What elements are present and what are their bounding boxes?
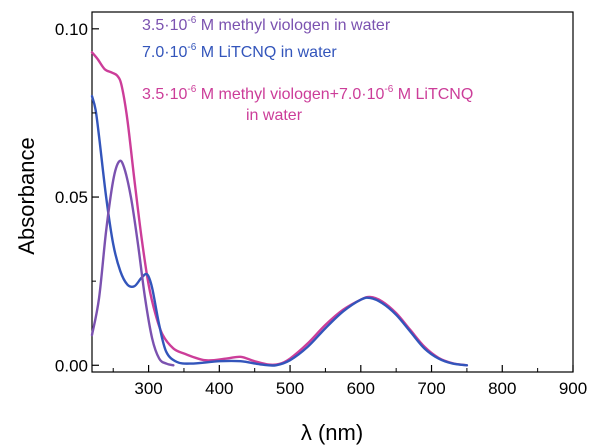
legend-superscript: -6 [384, 84, 393, 95]
x-tick-label: 500 [276, 379, 304, 398]
legend-entry: 3.5·10-6 M methyl viologen in water [142, 15, 391, 34]
legend-text: M LiTCNQ in water [196, 44, 337, 61]
legend-text: 7.0·10 [142, 44, 187, 61]
legend-text: M methyl viologen+7.0·10 [196, 86, 384, 103]
legend-text: 3.5·10 [142, 86, 187, 103]
legend-entry: 3.5·10-6 M methyl viologen+7.0·10-6 M Li… [142, 84, 473, 103]
x-tick-label: 700 [417, 379, 445, 398]
legend-entry: 7.0·10-6 M LiTCNQ in water [142, 42, 337, 61]
y-tick-label: 0.10 [55, 20, 88, 39]
series-layer [90, 51, 469, 367]
methyl-viologen-line [90, 159, 175, 367]
litcnq-line [90, 94, 469, 367]
legend-entry-line2: in water [246, 107, 303, 124]
x-tick-label: 900 [559, 379, 587, 398]
legend: 3.5·10-6 M methyl viologen in water7.0·1… [142, 15, 473, 124]
x-tick-label: 300 [134, 379, 162, 398]
y-tick-label: 0.00 [55, 356, 88, 375]
x-axis-title: λ (nm) [301, 420, 363, 445]
legend-superscript: -6 [187, 84, 196, 95]
plot-frame [91, 11, 574, 373]
x-tick-label: 400 [205, 379, 233, 398]
axis-layer: 300 400 500 600 700 800 900 0.00 0.05 0.10 [55, 20, 587, 398]
mixture-line [90, 51, 469, 367]
legend-superscript: -6 [187, 15, 196, 26]
legend-text: M methyl viologen in water [196, 17, 391, 34]
x-tick-label: 600 [347, 379, 375, 398]
y-axis-title: Absorbance [14, 137, 39, 254]
legend-text: M LiTCNQ [393, 86, 473, 103]
x-tick-label: 800 [488, 379, 516, 398]
y-tick-label: 0.05 [55, 188, 88, 207]
legend-superscript: -6 [187, 42, 196, 53]
legend-text: 3.5·10 [142, 17, 187, 34]
